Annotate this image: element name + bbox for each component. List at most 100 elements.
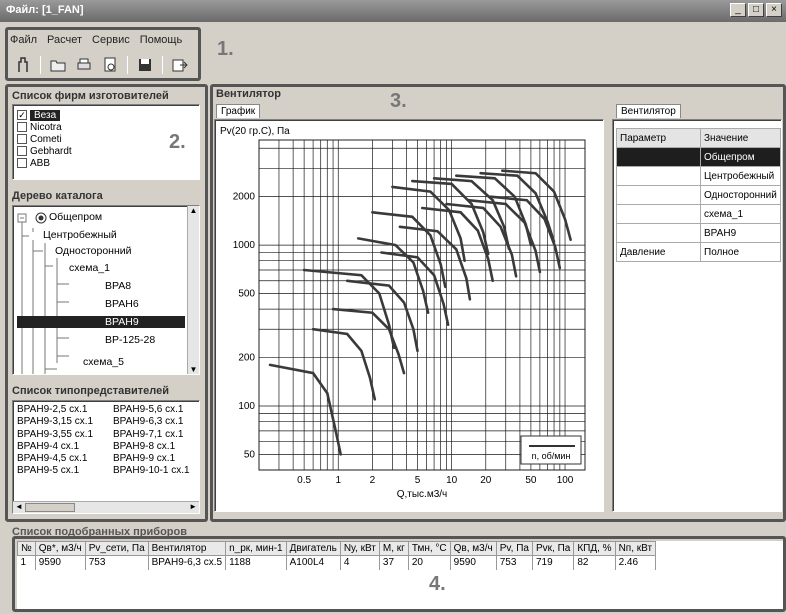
fan-curve <box>311 327 377 401</box>
value-cell: Центробежный <box>700 166 781 186</box>
fan-curve <box>345 279 419 353</box>
callout-1: 1. <box>217 38 234 60</box>
params-row[interactable]: ВРАН9 <box>616 223 781 243</box>
fan-tool-icon[interactable] <box>14 56 32 74</box>
params-row[interactable]: схема_1 <box>616 204 781 224</box>
params-row[interactable]: Общепром <box>616 147 781 167</box>
type-item[interactable]: ВРАН9-5,6 сх.1 <box>113 404 184 415</box>
type-item[interactable]: ВРАН9-8 сх.1 <box>113 440 176 452</box>
type-item[interactable]: ВРАН9-5 сх.1 <box>17 465 80 477</box>
y-tick-label: 500 <box>238 289 255 300</box>
col-header[interactable]: Nп, кВт <box>614 541 657 556</box>
x-tick-label: 20 <box>480 475 492 486</box>
print-icon[interactable] <box>75 56 93 74</box>
tree-node-scheme1[interactable]: схема_1 <box>69 262 110 274</box>
tree-node-vran6[interactable]: ВРАН6 <box>105 298 139 310</box>
scroll-up-icon[interactable]: ▲ <box>189 206 198 215</box>
open-folder-icon[interactable] <box>49 56 67 74</box>
type-item[interactable]: ВРАН9-6,3 сх.1 <box>113 416 184 428</box>
manufacturer-item[interactable]: Cometi <box>17 133 72 145</box>
manufacturer-item[interactable]: Gebhardt <box>17 145 72 157</box>
checkbox-icon[interactable] <box>17 134 27 144</box>
checkbox-icon[interactable] <box>17 146 27 156</box>
col-header[interactable]: Qв, м3/ч <box>449 541 497 556</box>
col-header[interactable]: Pv_сети, Па <box>84 541 149 556</box>
y-tick-label: 200 <box>238 353 255 364</box>
tree-node-single-sided[interactable]: Односторонний <box>55 245 132 257</box>
type-item[interactable]: ВРАН9-2,5 сх.1 <box>17 404 88 415</box>
table-cell: 753 <box>85 555 149 570</box>
col-header[interactable]: Двигатель <box>285 541 341 556</box>
types-list: ВРАН9-2,5 сх.1 ВРАН9-3,15 сх.1 ВРАН9-3,5… <box>12 400 200 514</box>
table-cell: 1188 <box>225 555 287 570</box>
checkbox-checked-icon[interactable]: ✓ <box>17 110 27 120</box>
fan-panel-frame <box>210 84 786 522</box>
checkbox-icon[interactable] <box>17 122 27 132</box>
checkbox-icon[interactable] <box>17 158 27 168</box>
col-header[interactable]: КПД, % <box>573 541 616 556</box>
close-button[interactable]: × <box>766 3 782 17</box>
table-cell: ВРАН9-6,3 сх.5 <box>148 555 227 570</box>
tree-node-vr125[interactable]: ВР-125-28 <box>105 334 156 346</box>
tree-node-centrifugal[interactable]: Центробежный <box>43 229 117 241</box>
col-header[interactable]: Тмн, °С <box>407 541 451 556</box>
col-header[interactable]: № <box>17 541 36 556</box>
col-header[interactable]: Qв*, м3/ч <box>34 541 86 556</box>
tree-node-scheme5[interactable]: схема_5 <box>83 356 124 368</box>
col-header[interactable]: Nу, кВт <box>339 541 380 556</box>
manufacturer-item[interactable]: ABB <box>17 157 72 169</box>
tree-node-vran9[interactable]: ВРАН9 <box>17 316 185 328</box>
manufacturer-label: Gebhardt <box>30 145 72 157</box>
tab-chart[interactable]: График <box>216 104 261 118</box>
types-hscrollbar[interactable]: ◄ ► <box>13 501 199 513</box>
type-item[interactable]: ВРАН9-4 сх.1 <box>17 440 80 452</box>
param-cell <box>616 147 701 167</box>
manufacturer-item[interactable]: Nicotra <box>17 121 72 133</box>
tree-node-general[interactable]: Общепром <box>49 211 103 223</box>
tab-fan-params[interactable]: Вентилятор <box>616 104 681 118</box>
col-header[interactable]: М, кг <box>378 541 409 556</box>
scroll-left-icon[interactable]: ◄ <box>15 502 23 511</box>
type-item[interactable]: ВРАН9-7,1 сх.1 <box>113 428 184 440</box>
type-item[interactable]: ВРАН9-3,15 сх.1 <box>17 416 94 428</box>
tree-node-vra8[interactable]: ВРА8 <box>105 280 132 292</box>
col-header[interactable]: Pvк, Па <box>531 541 575 556</box>
table-row[interactable]: 1 9590 753 ВРАН9-6,3 сх.5 1188 А100L4 4 … <box>17 555 657 570</box>
col-header[interactable]: n_рк, мин-1 <box>225 541 287 556</box>
col-header[interactable]: Pv, Па <box>495 541 533 556</box>
param-cell: Давление <box>616 242 701 262</box>
maximize-button[interactable]: □ <box>748 3 764 17</box>
y-tick-label: 2000 <box>233 192 256 203</box>
value-cell: Общепром <box>700 147 781 167</box>
y-tick-label: 100 <box>238 401 255 412</box>
params-row[interactable]: Центробежный <box>616 166 781 186</box>
menu-service[interactable]: Сервис <box>92 34 130 46</box>
export-icon[interactable] <box>171 56 189 74</box>
menu-bar: Файл Расчет Сервис Помощь <box>10 34 182 50</box>
minimize-button[interactable]: _ <box>730 3 746 17</box>
tree-scrollbar[interactable]: ▲ ▼ <box>187 206 199 374</box>
type-item[interactable]: ВРАН9-10-1 сх.1 <box>113 465 190 477</box>
params-header-value: Значение <box>700 128 781 148</box>
type-item[interactable]: ВРАН9-9 сх.1 <box>113 453 176 465</box>
preview-icon[interactable] <box>101 56 119 74</box>
value-cell: ВРАН9 <box>700 223 781 243</box>
menu-calc[interactable]: Расчет <box>47 34 83 46</box>
scroll-down-icon[interactable]: ▼ <box>189 365 198 374</box>
save-icon[interactable] <box>136 56 154 74</box>
scroll-thumb[interactable] <box>25 503 75 512</box>
params-row[interactable]: Односторонний <box>616 185 781 205</box>
tree-lines <box>17 212 69 374</box>
col-header[interactable]: Вентилятор <box>147 541 227 556</box>
manufacturer-item[interactable]: ✓ Веза <box>17 109 72 121</box>
types-col1: ВРАН9-2,5 сх.1 ВРАН9-3,15 сх.1 ВРАН9-3,5… <box>17 404 93 478</box>
fan-curve <box>398 225 472 301</box>
type-item[interactable]: ВРАН9-3,55 сх.1 <box>17 428 94 440</box>
params-row[interactable]: Давление Полное <box>616 242 781 262</box>
table-cell: 37 <box>379 555 409 570</box>
menu-file[interactable]: Файл <box>10 34 38 46</box>
type-item[interactable]: ВРАН9-4,5 сх.1 <box>17 453 88 465</box>
scroll-right-icon[interactable]: ► <box>189 502 197 511</box>
menu-help[interactable]: Помощь <box>139 34 183 46</box>
x-tick-label: 10 <box>446 475 458 486</box>
